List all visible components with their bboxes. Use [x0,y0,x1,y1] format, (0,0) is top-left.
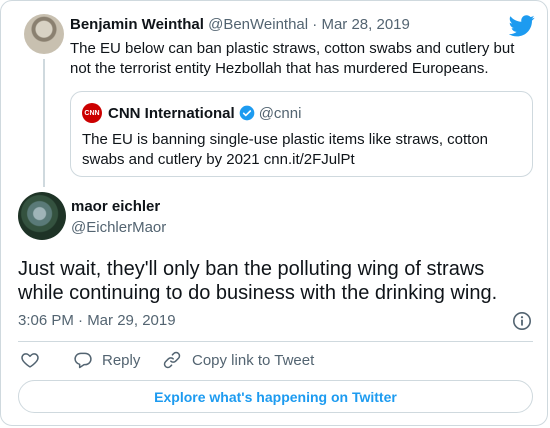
quoted-tweet-date[interactable]: Mar 28, 2019 [321,16,410,33]
like-button[interactable] [20,349,40,371]
quoted-tweet-header: Benjamin Weinthal @BenWeinthal · Mar 28,… [70,15,410,35]
actions-divider [18,341,533,342]
cnn-logo-icon: CNN [82,103,102,123]
reply-author-avatar[interactable] [18,192,66,240]
copy-link-label: Copy link to Tweet [192,351,315,369]
verified-badge-icon [239,105,255,121]
header-separator: · [312,16,318,33]
reply-author-name[interactable]: maor eichler [71,198,161,215]
quoted-author-avatar[interactable] [24,14,64,54]
quoted-author-name[interactable]: Benjamin Weinthal [70,16,204,33]
thread-line [43,59,45,187]
embedded-tweet-text: The EU is banning single-use plastic ite… [82,131,489,168]
embedded-author-handle: @cnni [258,105,302,122]
quoted-author-handle[interactable]: @BenWeinthal [208,16,309,33]
embedded-tweet-header: CNN International @cnni [108,104,301,124]
quoted-tweet-text: The EU below can ban plastic straws, cot… [70,40,515,77]
copy-link-button[interactable]: Copy link to Tweet [162,349,314,371]
embedded-author-name: CNN International [108,105,235,122]
reply-button[interactable]: Reply [73,349,140,371]
reply-author-handle[interactable]: @EichlerMaor [71,219,167,236]
heart-icon [21,353,39,368]
link-icon [163,351,181,369]
explore-twitter-button[interactable]: Explore what's happening on Twitter [18,380,533,413]
info-icon[interactable] [512,311,532,331]
reply-bubble-icon [74,352,92,369]
reply-label: Reply [102,351,141,369]
tweet-timestamp[interactable]: 3:06 PM · Mar 29, 2019 [18,312,176,329]
twitter-bird-icon[interactable] [509,15,535,37]
cnn-logo-text: CNN [84,109,100,117]
embedded-tweet[interactable]: CNN CNN International @cnni The EU is ban… [70,91,533,177]
reply-tweet-text: Just wait, they'll only ban the pollutin… [18,258,498,304]
